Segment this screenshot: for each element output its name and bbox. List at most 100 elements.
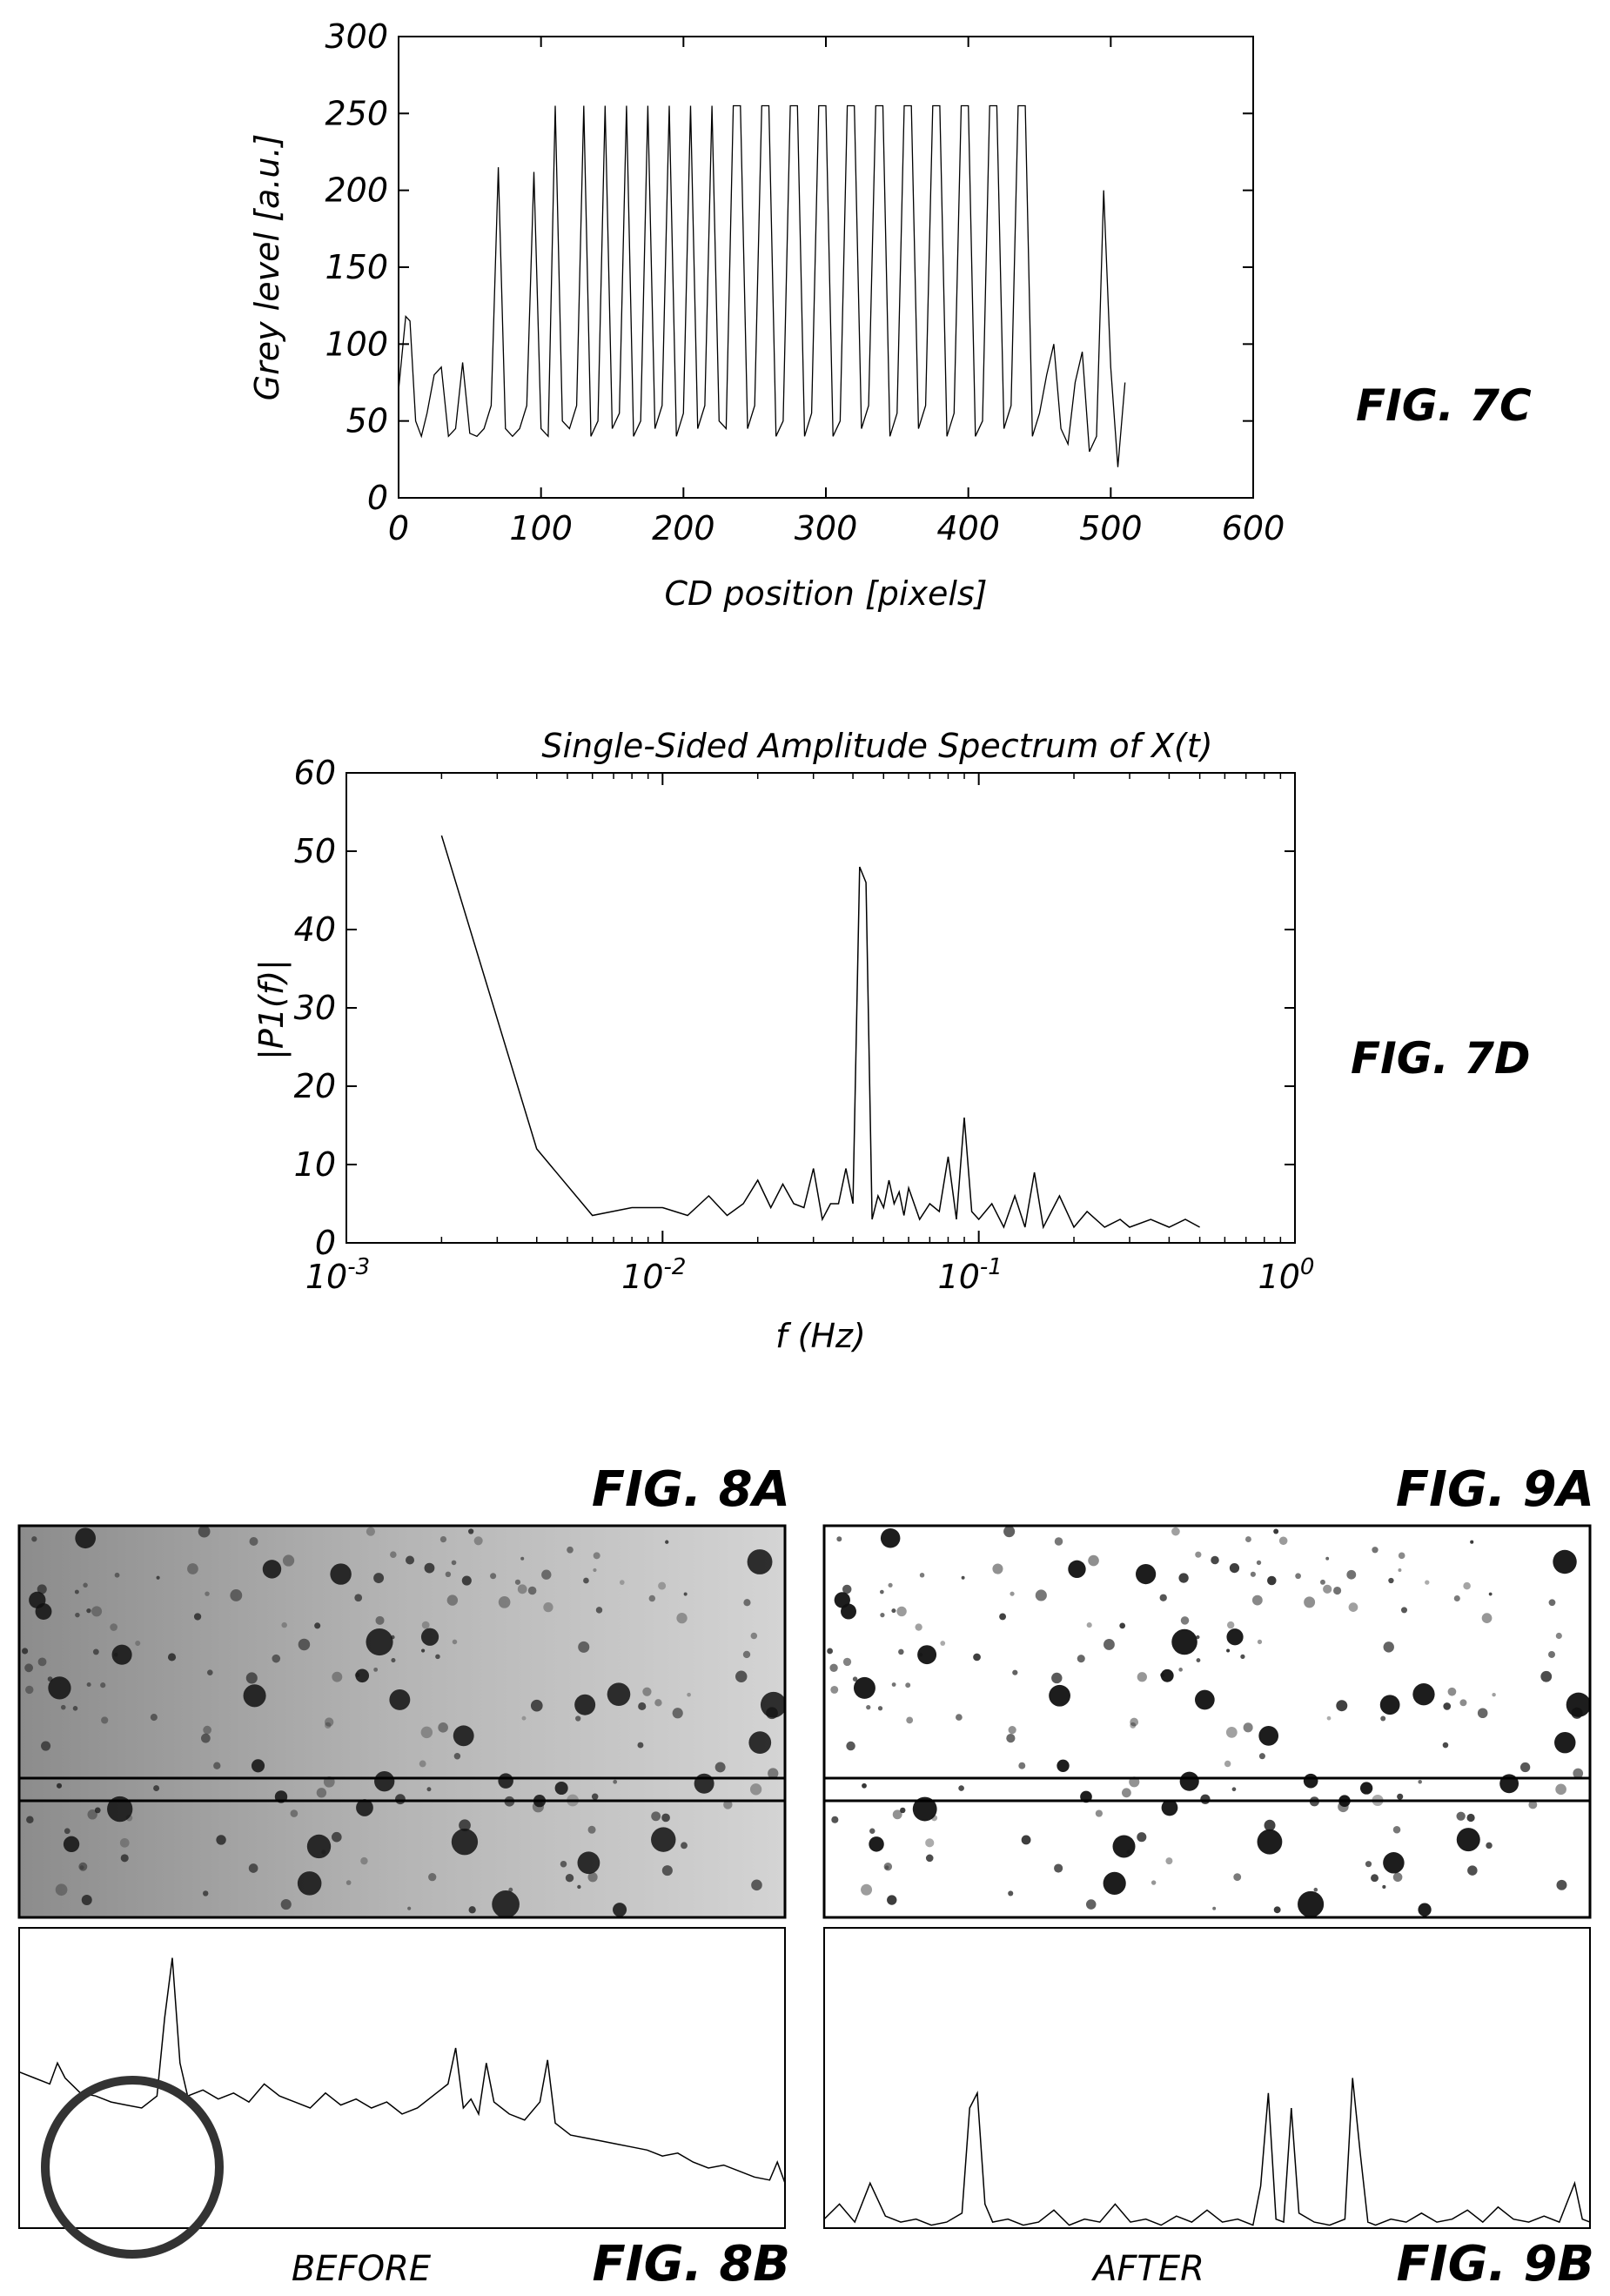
fig9a-spot bbox=[1382, 1884, 1386, 1890]
fig8a-spot bbox=[167, 1653, 177, 1662]
fig8a-spot bbox=[672, 1708, 683, 1719]
fig8a-spots bbox=[22, 1526, 785, 1917]
fig9a-spot bbox=[1398, 1568, 1402, 1572]
fig9a-spot bbox=[1195, 1551, 1202, 1558]
fig8a-spot bbox=[530, 1699, 543, 1712]
fig8a-spot bbox=[373, 1667, 379, 1672]
fig9a-spot bbox=[1257, 1829, 1283, 1855]
fig9a-spot bbox=[1456, 1828, 1480, 1852]
fig9a-image-panel bbox=[822, 1524, 1592, 1919]
fig9a-spot bbox=[1171, 1628, 1197, 1655]
fig9a-spot bbox=[852, 1676, 858, 1682]
fig8a-spot bbox=[60, 1704, 66, 1710]
fig7c-ytick-label: 250 bbox=[325, 94, 388, 132]
fig8a-spot bbox=[63, 1836, 80, 1853]
fig9a-spot bbox=[919, 1573, 925, 1578]
fig9b-profile-line bbox=[823, 2078, 1591, 2226]
fig8a-spot bbox=[735, 1670, 748, 1682]
fig8a-spot bbox=[405, 1555, 415, 1565]
fig7d-ytick-label: 50 bbox=[294, 832, 336, 870]
fig9a-spot bbox=[925, 1854, 934, 1863]
fig9a-spot bbox=[940, 1641, 946, 1646]
fig8a-spot bbox=[86, 1682, 91, 1688]
fig7c-xlabel: CD position [pixels] bbox=[664, 574, 987, 613]
fig7c-xtick-label: 500 bbox=[1079, 509, 1143, 547]
fig8a-spot bbox=[560, 1860, 567, 1868]
fig9a-spot bbox=[1225, 1726, 1238, 1738]
fig8a-spot bbox=[593, 1552, 600, 1560]
fig8a-spot bbox=[498, 1596, 511, 1608]
fig8a-spot bbox=[742, 1650, 751, 1659]
fig8a-spot bbox=[638, 1702, 647, 1711]
fig8a-background bbox=[19, 1526, 785, 1917]
fig8a-spot bbox=[420, 1648, 426, 1653]
fig8a-spot bbox=[120, 1854, 129, 1863]
fig8a-spot bbox=[373, 1573, 385, 1584]
fig9a-spot bbox=[1233, 1873, 1242, 1882]
fig8a-spot bbox=[661, 1813, 670, 1823]
fig9a-spot bbox=[1130, 1717, 1139, 1727]
fig8a-spot bbox=[567, 1546, 574, 1554]
fig8a-spot bbox=[37, 1584, 47, 1594]
fig8a-spot bbox=[100, 1682, 106, 1688]
fig9a-spot bbox=[905, 1682, 911, 1688]
fig9a-spot bbox=[842, 1657, 852, 1667]
fig9b-frame bbox=[823, 1927, 1591, 2229]
fig9a-spot bbox=[1346, 1569, 1357, 1580]
fig8a-spot bbox=[651, 1827, 676, 1852]
fig8a-spot bbox=[451, 1829, 479, 1856]
fig9a-spot bbox=[1012, 1669, 1018, 1675]
fig9a-spot bbox=[1200, 1794, 1211, 1804]
fig7d-xtick-label: 10-1 bbox=[938, 1254, 1003, 1296]
fig8a-spot bbox=[345, 1880, 352, 1885]
fig8a-spot bbox=[25, 1685, 34, 1695]
fig8a-spot bbox=[532, 1801, 544, 1813]
fig8a-spot bbox=[541, 1569, 552, 1580]
fig9a-spot bbox=[1467, 1865, 1478, 1876]
fig8a-spot bbox=[316, 1788, 327, 1798]
fig8b-frame bbox=[18, 1927, 786, 2229]
fig8a-spot bbox=[453, 1752, 461, 1760]
fig9a-spot bbox=[1104, 1639, 1115, 1650]
fig8a-spot bbox=[748, 1731, 772, 1755]
fig9a-spot bbox=[1392, 1825, 1401, 1834]
fig9a-spot bbox=[1571, 1707, 1583, 1719]
fig8a-spot bbox=[290, 1809, 299, 1817]
fig8a-spot bbox=[468, 1906, 476, 1914]
fig7c-xtick-label: 300 bbox=[795, 509, 858, 547]
fig8a-spot bbox=[119, 1837, 130, 1848]
fig9a-spot bbox=[1304, 1596, 1316, 1608]
fig8a-spot bbox=[637, 1742, 644, 1749]
fig9a-spot bbox=[1049, 1684, 1070, 1707]
fig8a-spot bbox=[654, 1699, 662, 1707]
fig9a-spot bbox=[1160, 1668, 1174, 1682]
fig8a-spot bbox=[35, 1603, 52, 1620]
fig9a-spot bbox=[1095, 1809, 1103, 1817]
fig7c-ytick-label: 300 bbox=[325, 17, 388, 56]
fig8a-spot bbox=[676, 1612, 688, 1624]
fig8a-spot bbox=[24, 1663, 34, 1673]
fig8a-spot bbox=[492, 1890, 520, 1917]
fig8a-spot bbox=[41, 1741, 51, 1751]
fig8a-spot bbox=[22, 1648, 29, 1655]
fig9a-spot bbox=[1398, 1552, 1405, 1560]
fig8a-spot bbox=[110, 1623, 118, 1631]
fig9a-spot bbox=[1555, 1783, 1566, 1796]
fig9a-spot bbox=[1178, 1668, 1183, 1672]
fig9a-spot bbox=[1295, 1573, 1301, 1580]
fig8a-spot bbox=[187, 1563, 198, 1574]
fig9a-spot bbox=[884, 1865, 889, 1870]
fig8a-spot bbox=[366, 1527, 376, 1536]
fig9a-spot bbox=[1130, 1722, 1137, 1729]
fig8a-spot bbox=[72, 1706, 78, 1711]
fig7c-xtick-label: 200 bbox=[652, 509, 715, 547]
fig8a-spot bbox=[249, 1536, 258, 1546]
fig8a-spot bbox=[424, 1562, 435, 1574]
fig8a-spot bbox=[419, 1760, 426, 1768]
fig9a-label: FIG. 9A bbox=[1396, 1461, 1594, 1518]
fig8a-frame bbox=[17, 1524, 787, 1919]
fig8a-spot bbox=[37, 1657, 47, 1667]
fig9a-spot bbox=[862, 1782, 867, 1789]
fig9a-spot bbox=[1257, 1639, 1263, 1645]
fig9a-spot bbox=[1119, 1622, 1126, 1629]
